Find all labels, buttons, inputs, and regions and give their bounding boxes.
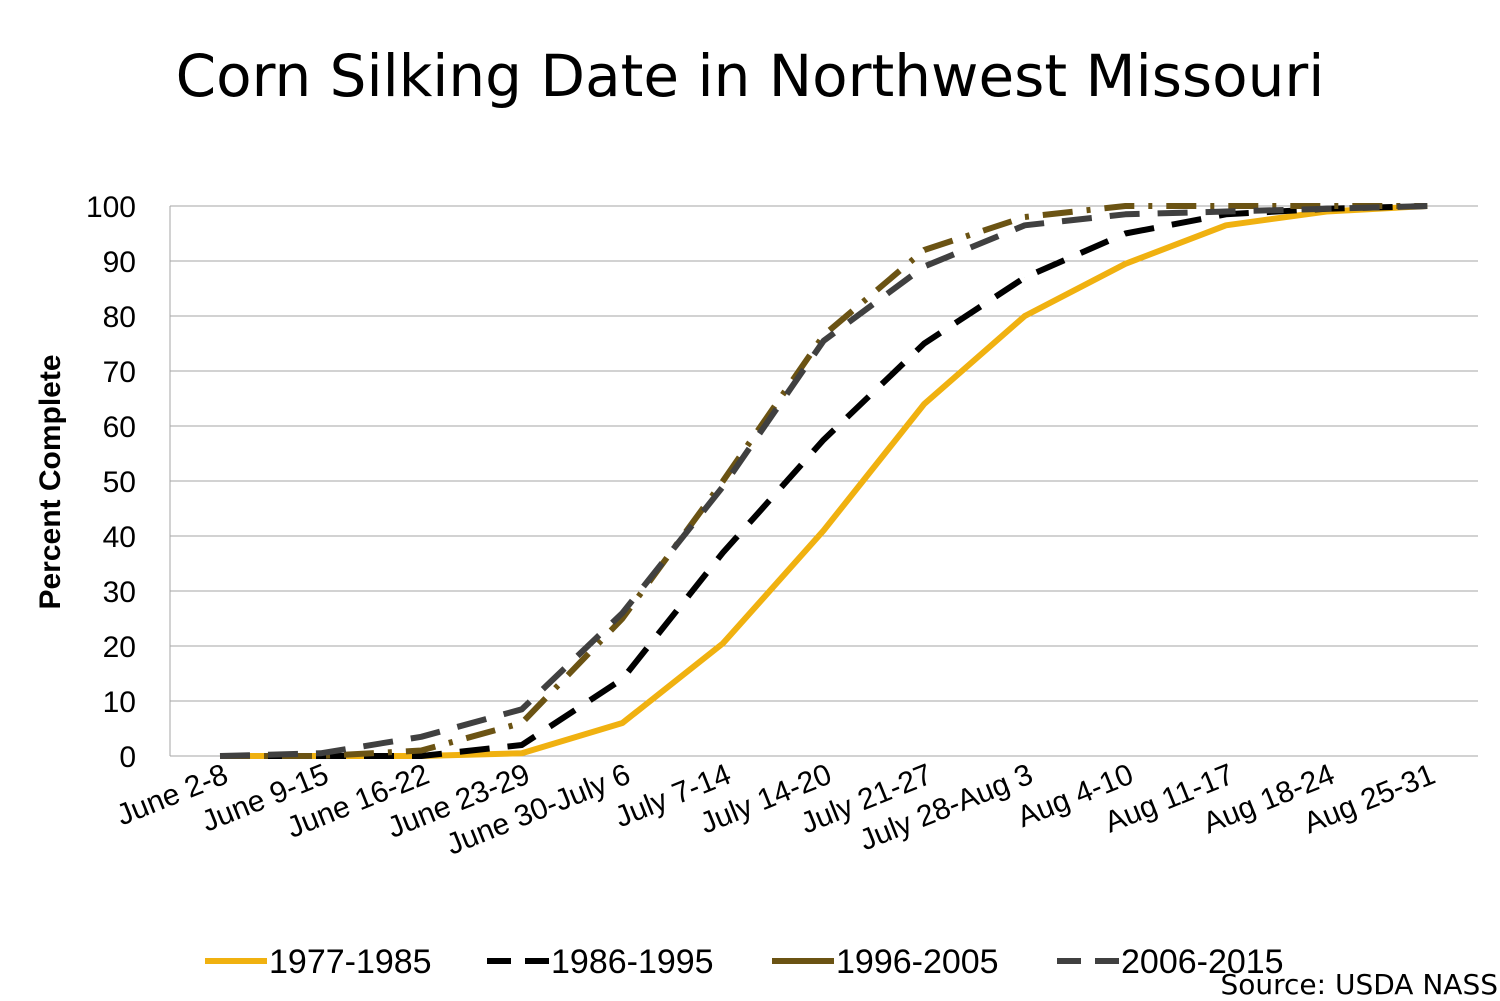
y-tick-label: 0 — [119, 741, 136, 774]
y-tick-label: 70 — [103, 356, 136, 389]
y-tick-label: 90 — [103, 246, 136, 279]
y-tick-label: 30 — [103, 576, 136, 609]
source-note: Source: USDA NASS — [1220, 968, 1498, 1001]
y-tick-label: 40 — [103, 521, 136, 554]
y-axis-ticks: 0 10 20 30 40 50 60 70 80 90 100 — [86, 191, 136, 774]
y-tick-label: 20 — [103, 631, 136, 664]
legend-label: 1996-2005 — [836, 943, 999, 981]
y-tick-label: 80 — [103, 301, 136, 334]
y-tick-label: 100 — [86, 191, 136, 224]
y-tick-label: 50 — [103, 466, 136, 499]
legend-label: 1986-1995 — [551, 943, 714, 981]
legend-label: 1977-1985 — [269, 943, 432, 981]
y-axis-label: Percent Complete — [34, 354, 67, 609]
y-tick-label: 10 — [103, 686, 136, 719]
y-tick-label: 60 — [103, 411, 136, 444]
gridlines — [170, 206, 1478, 756]
